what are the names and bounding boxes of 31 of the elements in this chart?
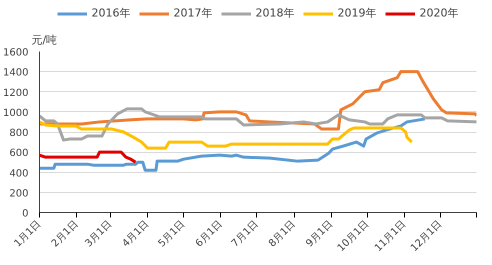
x-tick-label: 8月1日 xyxy=(266,218,298,250)
x-tick-label: 7月1日 xyxy=(230,218,261,250)
y-tick-label: 400 xyxy=(9,168,29,180)
y-tick-label: 0 xyxy=(22,208,29,220)
x-tick-label: 6月1日 xyxy=(194,218,225,250)
legend-label: 2016年 xyxy=(92,6,130,20)
line-series xyxy=(40,150,138,164)
legend-label: 2017年 xyxy=(174,6,212,20)
y-tick-label: 1200 xyxy=(3,88,29,99)
legend-label: 2020年 xyxy=(420,6,458,20)
y-tick-label: 1600 xyxy=(3,48,29,58)
x-tick-label: 1月1日 xyxy=(12,218,44,250)
x-tick-label: 9月1日 xyxy=(304,218,336,250)
x-tick-label: 12月1日 xyxy=(408,218,444,254)
line-series xyxy=(40,120,414,150)
legend-label: 2019年 xyxy=(338,6,376,20)
y-axis-title: 元/吨 xyxy=(32,34,58,46)
x-tick-label: 4月1日 xyxy=(120,218,152,250)
x-tick-label: 2月1日 xyxy=(50,218,81,250)
legend-label: 2018年 xyxy=(256,6,294,20)
line-series xyxy=(40,107,476,142)
y-tick-label: 1400 xyxy=(3,68,29,79)
y-tick-label: 200 xyxy=(9,188,29,200)
y-tick-label: 600 xyxy=(9,148,29,160)
line-series xyxy=(40,117,426,172)
x-tick-label: 3月1日 xyxy=(83,218,114,250)
y-tick-label: 1000 xyxy=(3,108,29,119)
x-tick-label: 10月1日 xyxy=(336,218,372,254)
x-tick-label: 11月1日 xyxy=(372,218,408,254)
y-tick-label: 800 xyxy=(9,128,29,139)
x-tick-label: 5月1日 xyxy=(156,218,188,250)
